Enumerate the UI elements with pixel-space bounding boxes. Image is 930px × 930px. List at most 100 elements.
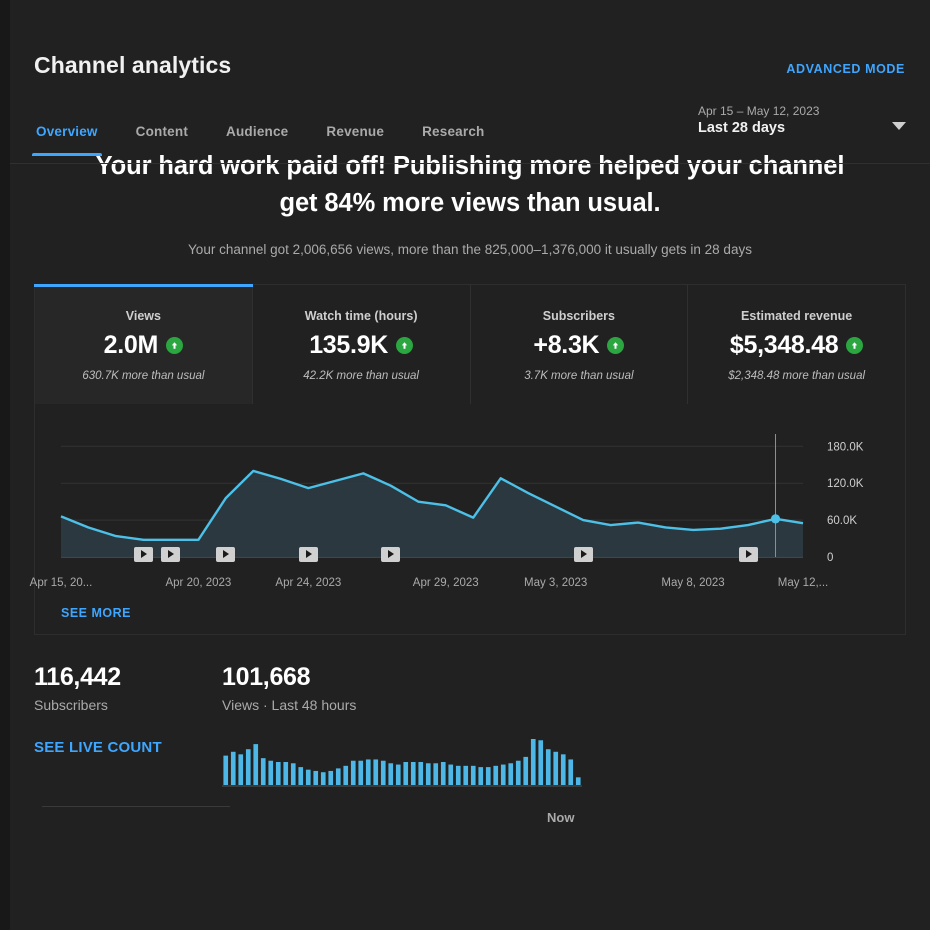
realtime-section: 116,442 Subscribers SEE LIVE COUNT 101,6… [18, 663, 906, 833]
realtime-bar [425, 763, 431, 785]
x-axis-tick-label: May 12,... [777, 576, 829, 589]
realtime-bar [223, 755, 229, 785]
x-axis-tick-label: Apr 20, 2023 [165, 576, 232, 589]
section-divider [42, 805, 230, 807]
realtime-bar [238, 754, 244, 785]
realtime-bar [538, 740, 544, 785]
video-publish-markers [35, 546, 905, 569]
realtime-bar [298, 767, 304, 785]
play-triangle-icon [223, 550, 230, 559]
video-marker-icon[interactable] [738, 546, 758, 562]
tab-content[interactable]: Content [135, 124, 189, 139]
metric-delta: 630.7K more than usual [82, 369, 205, 382]
nav-tabs: Overview Content Audience Revenue Resear… [32, 118, 486, 156]
metric-delta: $2,348.48 more than usual [728, 369, 866, 382]
tab-audience[interactable]: Audience [226, 124, 289, 139]
metric-delta: 42.2K more than usual [303, 369, 419, 382]
x-axis-tick-label: May 3, 2023 [524, 576, 588, 589]
realtime-bar [523, 756, 529, 785]
realtime-bar [403, 761, 409, 785]
trend-up-icon [607, 336, 625, 354]
realtime-bar [455, 765, 461, 785]
advanced-mode-link[interactable]: ADVANCED MODE [786, 62, 905, 76]
page-title: Channel analytics [34, 52, 232, 78]
realtime-bar [478, 767, 484, 785]
subscriber-count-label: Subscribers [34, 696, 108, 713]
realtime-bar [545, 749, 551, 785]
realtime-bar [380, 760, 386, 785]
realtime-bar [343, 765, 349, 785]
realtime-bar [388, 763, 394, 785]
overview-card: Views 2.0M 630.7K more than usual Watch … [30, 283, 906, 635]
realtime-views-bar-chart[interactable] [222, 735, 582, 791]
play-triangle-icon [388, 550, 395, 559]
video-marker-icon[interactable] [381, 546, 401, 562]
realtime-bar [463, 765, 469, 785]
realtime-bar [253, 744, 259, 785]
realtime-bar [283, 761, 289, 785]
play-triangle-icon [305, 550, 312, 559]
tab-revenue[interactable]: Revenue [326, 124, 385, 139]
realtime-bar [268, 760, 274, 785]
realtime-views-count: 101,668 [222, 662, 311, 691]
trend-up-icon [396, 336, 414, 354]
video-marker-icon[interactable] [216, 546, 236, 562]
realtime-bar [485, 767, 491, 785]
chart-x-axis-labels: Apr 15, 20... Apr 20, 2023 Apr 24, 2023 Apr… [30, 576, 905, 597]
play-triangle-icon [140, 550, 147, 559]
realtime-bar [245, 749, 251, 785]
trend-up-icon [846, 336, 864, 354]
realtime-bar [575, 777, 581, 785]
metric-value: +8.3K [533, 330, 600, 359]
now-label: Now [547, 809, 575, 825]
x-axis-tick-label: Apr 29, 2023 [412, 576, 479, 589]
realtime-bar [500, 764, 506, 785]
realtime-bar [358, 760, 364, 785]
x-axis-tick-label: May 8, 2023 [661, 576, 725, 589]
hero-title: Your hard work paid off! Publishing more… [95, 152, 845, 217]
date-range-label: Last 28 days [698, 120, 786, 136]
realtime-bar [530, 738, 536, 785]
realtime-bar [313, 770, 319, 785]
video-marker-icon[interactable] [133, 546, 153, 562]
hero-section: Your hard work paid off! Publishing more… [10, 120, 930, 257]
realtime-bar [410, 761, 416, 785]
realtime-bar [230, 751, 236, 785]
views-line-chart[interactable]: 0 60.0K 120.0K 180.0K [35, 426, 905, 571]
x-axis-tick-label: Apr 24, 2023 [275, 576, 342, 589]
svg-text:0: 0 [827, 552, 833, 564]
tab-research[interactable]: Research [422, 124, 485, 139]
see-more-button[interactable]: SEE MORE [61, 605, 131, 620]
realtime-bar [275, 761, 281, 785]
metric-value: $5,348.48 [729, 330, 839, 359]
metric-label: Views [125, 308, 161, 323]
metric-card-views[interactable]: Views 2.0M 630.7K more than usual [34, 283, 253, 404]
see-live-count-button[interactable]: SEE LIVE COUNT [34, 738, 162, 756]
date-range-selector[interactable]: Apr 15 – May 12, 2023 Last 28 days [676, 104, 906, 136]
metric-label: Watch time (hours) [304, 308, 418, 323]
metric-card-estimated-revenue[interactable]: Estimated revenue $5,348.48 $2,348.48 mo… [688, 284, 905, 404]
metric-value-row: +8.3K [471, 331, 688, 360]
realtime-bar [418, 761, 424, 785]
video-marker-icon[interactable] [573, 546, 593, 562]
realtime-bar [395, 764, 401, 785]
tab-overview[interactable]: Overview [32, 118, 102, 156]
realtime-bar [508, 763, 514, 785]
video-marker-icon[interactable] [298, 546, 318, 562]
chevron-down-icon [892, 122, 906, 130]
realtime-bar [305, 769, 311, 785]
nav-tabs-row: Overview Content Audience Revenue Resear… [10, 104, 930, 164]
video-marker-icon[interactable] [161, 546, 181, 562]
metric-card-subscribers[interactable]: Subscribers +8.3K 3.7K more than usual [470, 284, 689, 404]
realtime-bar [260, 758, 266, 785]
play-triangle-icon [580, 550, 587, 559]
metric-value-row: 135.9K [253, 331, 470, 360]
realtime-bar [373, 759, 379, 785]
realtime-views: 101,668 Views · Last 48 hours Now [214, 663, 906, 833]
play-triangle-icon [745, 550, 752, 559]
metric-label: Estimated revenue [741, 308, 853, 323]
realtime-bar [335, 768, 341, 785]
realtime-bar [568, 759, 574, 785]
metric-card-watch-time[interactable]: Watch time (hours) 135.9K 42.2K more tha… [252, 284, 471, 404]
x-axis-tick-label: Apr 15, 20... [29, 576, 93, 589]
